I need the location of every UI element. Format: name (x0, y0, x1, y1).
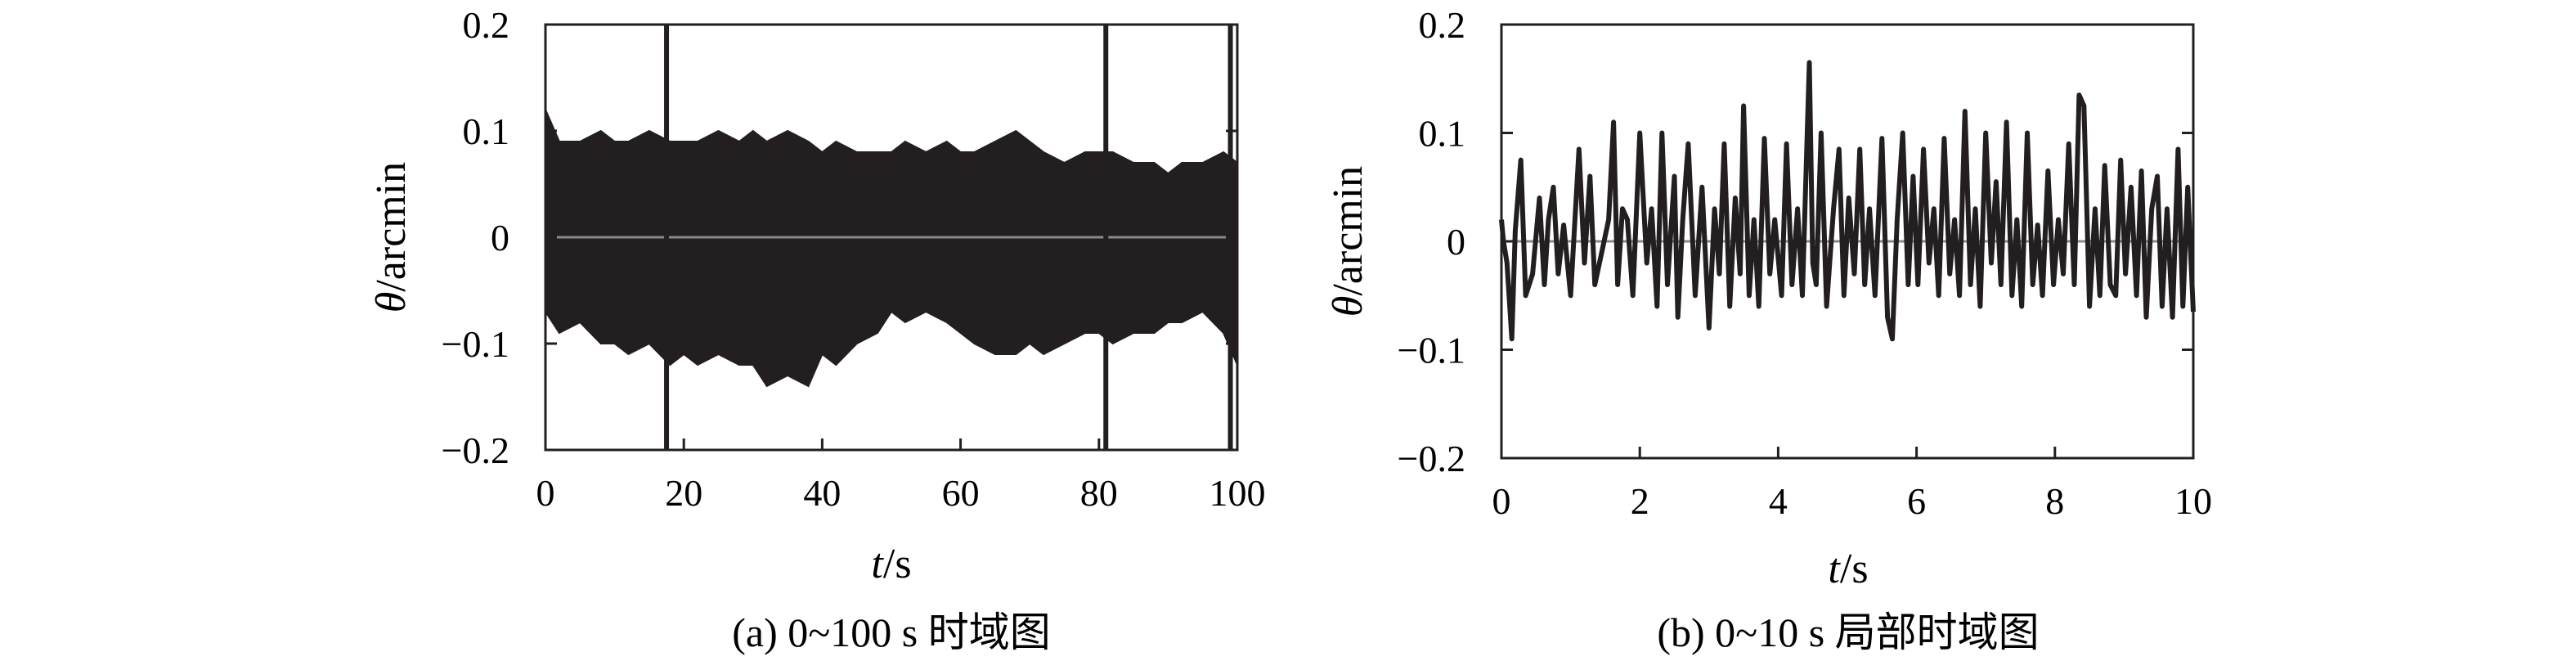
panel-b-x-tick-label: 4 (1769, 480, 1788, 522)
panel-a-y-tick-label: 0 (491, 217, 509, 259)
panel-b-x-tick-label: 6 (1907, 480, 1926, 522)
panel-a-x-unit: /s (883, 541, 912, 587)
panel-b-x-axis-label: t/s (1828, 546, 1868, 592)
panel-b-y-tick-label: 0.1 (1419, 113, 1466, 155)
panel-a-signal-band (545, 109, 1238, 388)
panel-a-x-tick-label: 60 (942, 472, 980, 514)
panel-a-caption: (a) 0~100 s 时域图 (732, 609, 1051, 655)
panel-b-x-tick-label: 2 (1631, 480, 1649, 522)
panel-a-series (545, 25, 1238, 450)
panel-a-x-tick-label: 20 (665, 472, 702, 514)
panel-b-y-axis-label: θ/arcmin (1325, 166, 1371, 317)
panel-a-x-axis-label: t/s (871, 541, 911, 587)
panel-b-x-unit: /s (1840, 546, 1869, 592)
panel-b-y-tick-label: −0.2 (1398, 438, 1465, 479)
panel-a-y-var: θ (368, 292, 415, 313)
panel-a: 0.2 0.1 0 −0.1 −0.2 0 20 40 60 80 100 θ/arcmin t/s… (368, 4, 1266, 655)
panel-a-ticks: 0.2 0.1 0 −0.1 −0.2 0 20 40 60 80 100 (442, 4, 1266, 514)
panel-b-x-tick-label: 8 (2045, 480, 2064, 522)
panel-b-x-tick-label: 10 (2174, 480, 2212, 522)
panel-a-y-tick-label: 0.2 (463, 4, 510, 46)
panel-b-x-var: t (1828, 546, 1841, 592)
panel-b-signal-line (1499, 60, 2196, 342)
panel-a-y-tick-label: −0.2 (442, 429, 509, 471)
panel-b-caption: (b) 0~10 s 局部时域图 (1657, 609, 2039, 655)
panel-b-y-unit: /arcmin (1325, 166, 1371, 296)
panel-a-x-tick-label: 80 (1080, 472, 1118, 514)
panel-b-y-var: θ (1325, 296, 1371, 317)
panel-a-y-axis-label: θ/arcmin (368, 162, 415, 313)
panel-b-x-tick-label: 0 (1492, 480, 1511, 522)
panel-a-y-tick-label: 0.1 (463, 110, 510, 152)
panel-a-y-unit: /arcmin (368, 162, 415, 292)
panel-b-y-tick-label: 0.2 (1419, 4, 1466, 46)
panel-b-y-tick-label: −0.1 (1398, 330, 1465, 371)
panel-a-x-tick-label: 100 (1209, 472, 1266, 514)
panel-a-x-tick-label: 0 (536, 472, 555, 514)
panel-a-y-tick-label: −0.1 (442, 323, 509, 365)
panel-b-ticks: 0.2 0.1 0 −0.1 −0.2 0 2 4 6 8 10 (1398, 4, 2212, 522)
panel-a-x-tick-label: 40 (803, 472, 841, 514)
panel-b: 0.2 0.1 0 −0.1 −0.2 0 2 4 6 8 10 θ/arcmin t/s (b) … (1325, 4, 2212, 655)
panel-b-series (1499, 60, 2196, 342)
panel-b-y-tick-label: 0 (1447, 221, 1465, 263)
panel-a-x-var: t (871, 541, 884, 587)
